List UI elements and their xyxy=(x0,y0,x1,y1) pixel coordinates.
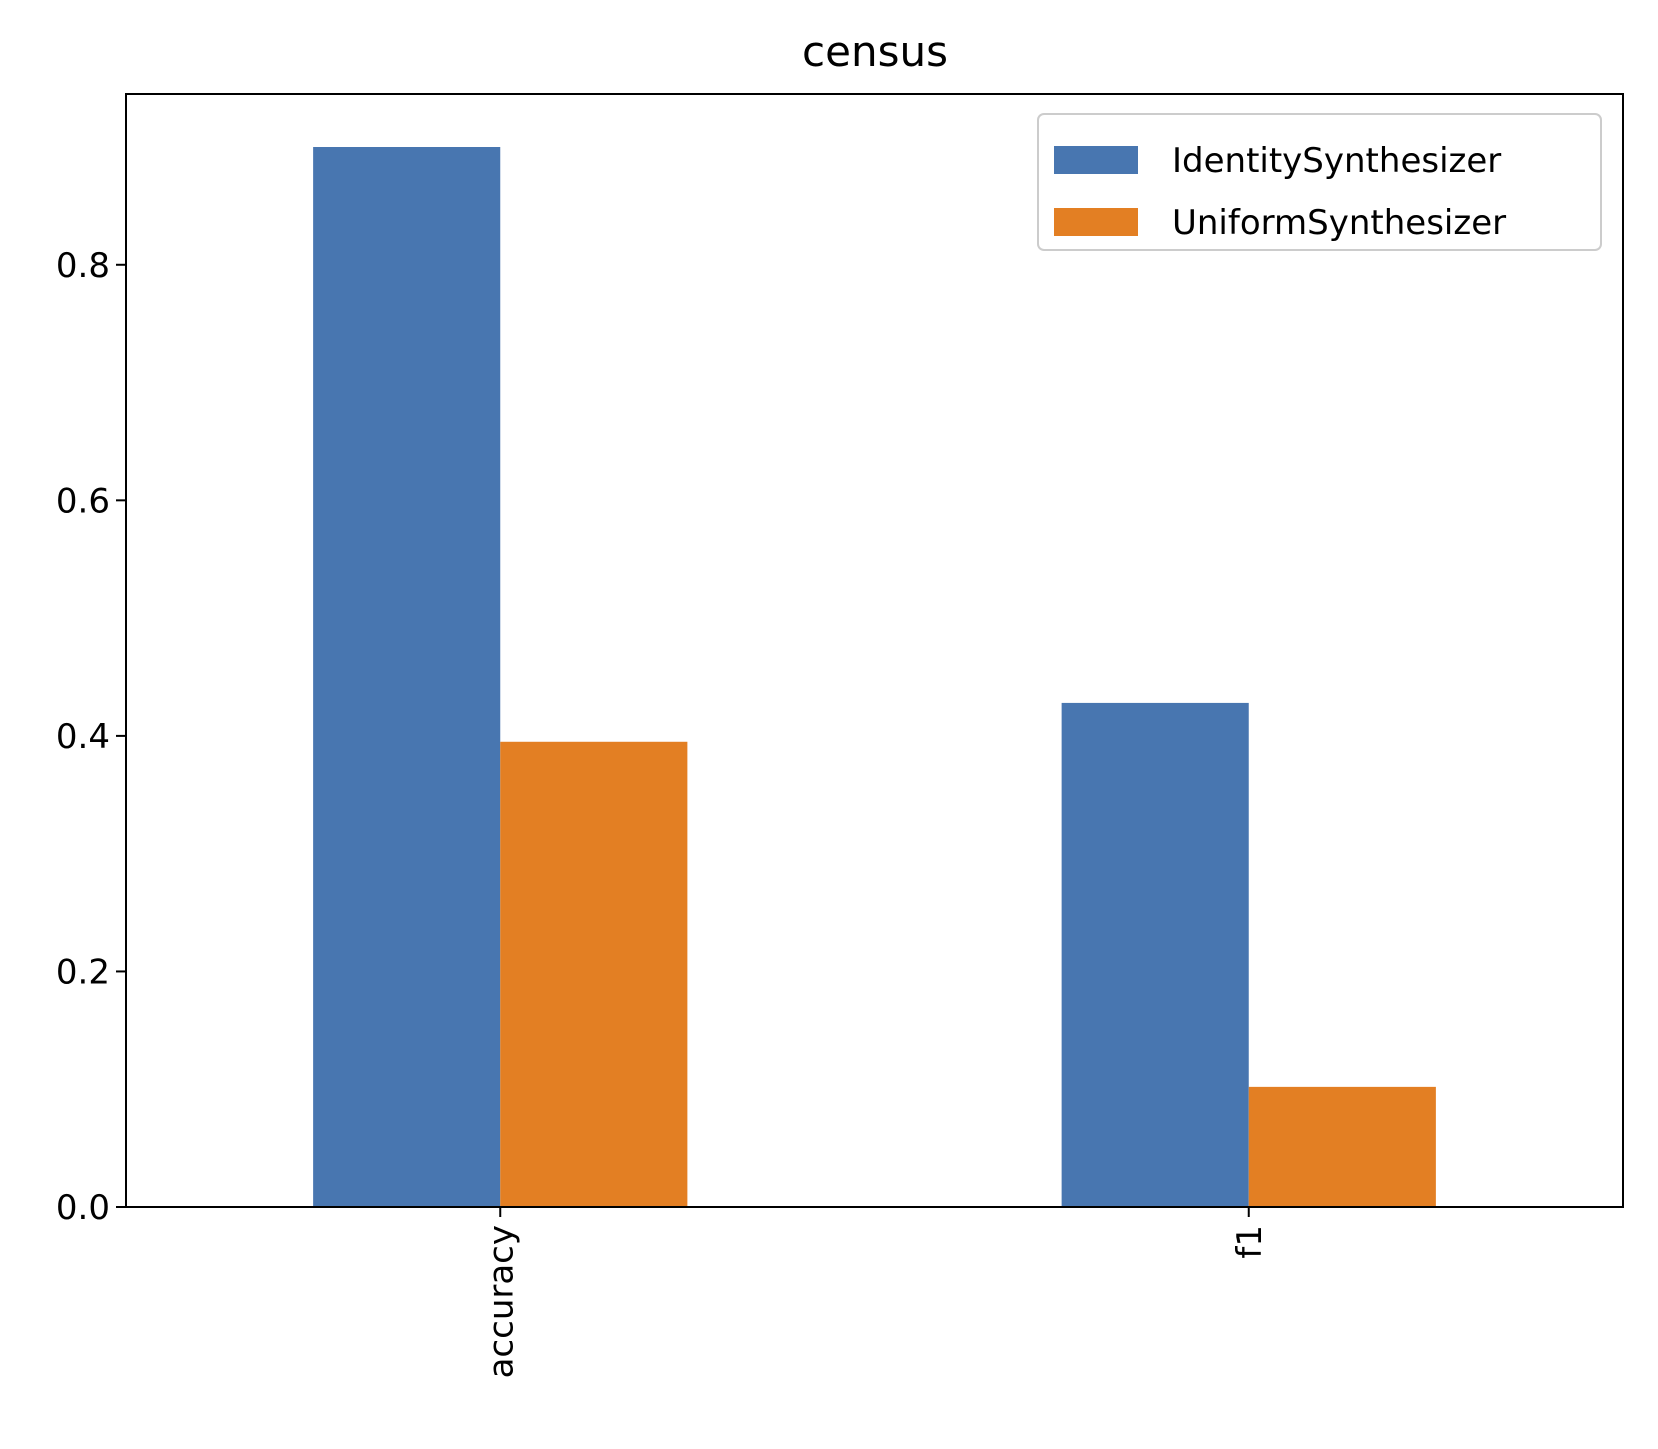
legend-label-UniformSynthesizer: UniformSynthesizer xyxy=(1172,203,1506,243)
legend: IdentitySynthesizer UniformSynthesizer xyxy=(1037,113,1602,251)
x-axis: accuracy f1 xyxy=(481,1207,1270,1378)
x-tick-label-accuracy: accuracy xyxy=(481,1225,521,1378)
plot-frame xyxy=(125,93,1624,1208)
y-tick-label: 0.2 xyxy=(56,952,110,992)
legend-box xyxy=(1037,113,1602,251)
legend-label-IdentitySynthesizer: IdentitySynthesizer xyxy=(1172,141,1501,181)
chart-title: census xyxy=(802,27,948,76)
legend-swatch-UniformSynthesizer xyxy=(1054,208,1138,236)
y-tick-label: 0.0 xyxy=(56,1188,110,1228)
y-tick-label: 0.4 xyxy=(56,717,110,757)
bar-accuracy-IdentitySynthesizer xyxy=(313,147,501,1207)
y-tick-label: 0.8 xyxy=(56,246,110,286)
y-axis: 0.0 0.2 0.4 0.6 0.8 xyxy=(56,246,126,1228)
bar-f1-UniformSynthesizer xyxy=(1248,1086,1436,1207)
y-tick-label: 0.6 xyxy=(56,481,110,521)
bars-layer xyxy=(313,147,1436,1207)
x-tick-label-f1: f1 xyxy=(1230,1225,1270,1259)
legend-swatch-IdentitySynthesizer xyxy=(1054,146,1138,174)
bar-accuracy-UniformSynthesizer xyxy=(500,741,688,1207)
bar-f1-IdentitySynthesizer xyxy=(1061,702,1249,1207)
